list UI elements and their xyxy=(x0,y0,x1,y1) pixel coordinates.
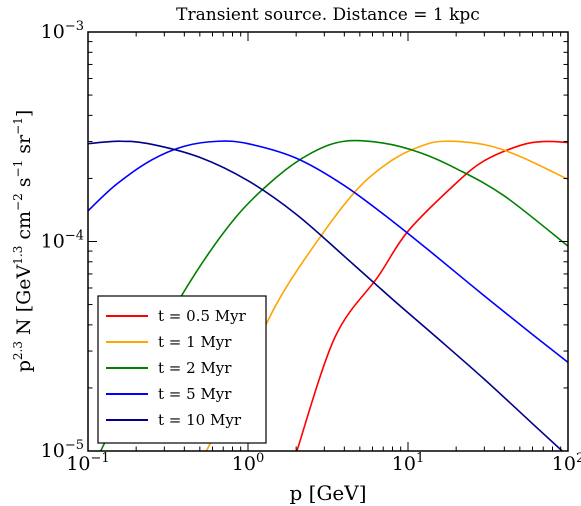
axis-ticks xyxy=(87,31,569,452)
y-tick-labels: 10−5 10−4 10−3 xyxy=(41,19,84,462)
legend-box xyxy=(97,295,267,444)
y-tick-label: 10−5 xyxy=(41,438,84,462)
series-line-4 xyxy=(88,140,568,363)
x-tick-label: 101 xyxy=(392,451,424,475)
legend-label: t = 10 Myr xyxy=(158,411,242,429)
legend-label: t = 5 Myr xyxy=(158,385,232,403)
x-tick-label: 100 xyxy=(232,451,264,475)
legend-label: t = 1 Myr xyxy=(158,333,232,351)
x-tick-label: 102 xyxy=(552,451,581,475)
legend-label: t = 2 Myr xyxy=(158,359,232,377)
x-tick-labels: 10−1 100 101 102 xyxy=(66,451,581,475)
x-axis-label: p [GeV] xyxy=(289,481,366,505)
chart-title: Transient source. Distance = 1 kpc xyxy=(176,5,480,25)
legend-label: t = 0.5 Myr xyxy=(158,307,247,325)
y-tick-label: 10−3 xyxy=(41,19,84,43)
x-tick-label: 10−1 xyxy=(66,451,109,475)
y-axis-label: p2.3 N [GeV1.3 cm−2 s−1 sr−1] xyxy=(11,110,35,373)
series-line-1 xyxy=(296,140,568,451)
legend: t = 0.5 Myr t = 1 Myr t = 2 Myr t = 5 Myr t … xyxy=(97,295,267,444)
y-tick-label: 10−4 xyxy=(41,229,84,253)
series-line-5 xyxy=(88,140,563,451)
